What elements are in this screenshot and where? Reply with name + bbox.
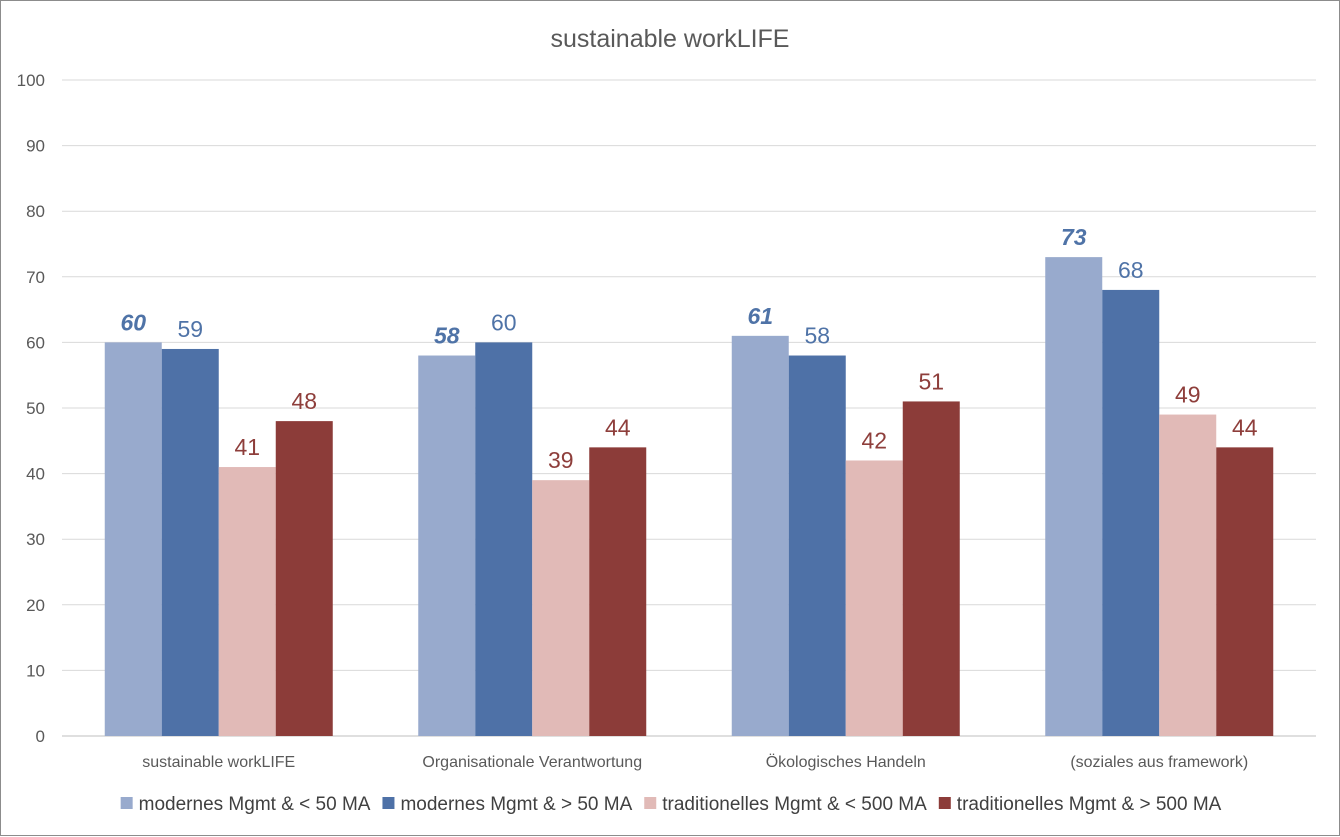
legend-swatch <box>382 797 395 809</box>
data-label: 44 <box>605 414 631 440</box>
data-label: 41 <box>234 434 260 460</box>
legend-swatch <box>644 797 657 809</box>
legend-label: modernes Mgmt & > 50 MA <box>400 794 632 815</box>
y-axis-ticks: 0 10 20 30 40 50 60 70 80 90 100 <box>17 71 45 746</box>
data-label: 58 <box>804 323 830 349</box>
y-tick-label: 60 <box>26 333 45 352</box>
x-tick-label: sustainable workLIFE <box>142 754 295 771</box>
bar <box>275 421 333 736</box>
y-tick-label: 30 <box>26 530 45 549</box>
bar <box>532 480 590 736</box>
bar <box>589 447 647 736</box>
legend-label: modernes Mgmt & < 50 MA <box>139 794 371 815</box>
x-tick-label: (soziales aus framework) <box>1070 754 1248 771</box>
data-labels: 60 59 41 48 58 60 39 44 61 58 42 51 73 68 49 44 <box>120 224 1257 473</box>
y-tick-label: 20 <box>26 596 45 615</box>
legend: modernes Mgmt & < 50 MA modernes Mgmt & >… <box>120 794 1222 815</box>
data-label: 68 <box>1118 257 1144 283</box>
bar <box>902 401 960 736</box>
bar <box>788 355 846 736</box>
y-tick-label: 100 <box>17 71 45 90</box>
data-label: 59 <box>177 316 203 342</box>
bar <box>418 355 476 736</box>
bar <box>1045 257 1103 736</box>
bars <box>104 257 1274 736</box>
y-tick-label: 0 <box>36 727 45 746</box>
data-label: 51 <box>918 368 944 394</box>
data-label: 61 <box>747 303 773 329</box>
bar <box>104 342 162 736</box>
data-label: 42 <box>861 427 887 453</box>
x-tick-label: Ökologisches Handeln <box>766 753 926 771</box>
bar <box>475 342 533 736</box>
legend-label: traditionelles Mgmt & < 500 MA <box>662 794 927 815</box>
x-tick-label: Organisationale Verantwortung <box>422 754 642 771</box>
bar <box>845 460 903 736</box>
data-label: 73 <box>1061 224 1087 250</box>
bar <box>161 348 219 736</box>
legend-swatch <box>120 797 133 809</box>
data-label: 44 <box>1232 414 1258 440</box>
data-label: 60 <box>491 309 517 335</box>
bar <box>731 335 789 736</box>
legend-swatch <box>938 797 951 809</box>
data-label: 58 <box>434 323 460 349</box>
bar <box>1159 414 1217 736</box>
data-label: 48 <box>291 388 317 414</box>
data-label: 39 <box>548 447 574 473</box>
y-tick-label: 40 <box>26 465 45 484</box>
y-tick-label: 10 <box>26 661 45 680</box>
y-tick-label: 50 <box>26 399 45 418</box>
bar <box>1102 289 1160 736</box>
bar <box>1216 447 1274 736</box>
y-tick-label: 90 <box>26 137 45 156</box>
bar <box>218 467 276 736</box>
y-tick-label: 70 <box>26 268 45 287</box>
data-label: 49 <box>1175 382 1201 408</box>
y-tick-label: 80 <box>26 202 45 221</box>
data-label: 60 <box>120 309 146 335</box>
legend-label: traditionelles Mgmt & > 500 MA <box>957 794 1222 815</box>
x-axis-ticks: sustainable workLIFE Organisationale Vera… <box>142 753 1248 771</box>
chart-title: sustainable workLIFE <box>550 25 789 53</box>
